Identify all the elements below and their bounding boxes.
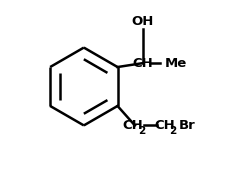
Text: Me: Me xyxy=(164,57,187,70)
Text: OH: OH xyxy=(131,15,154,28)
Text: CH: CH xyxy=(132,57,153,70)
Text: CH: CH xyxy=(123,119,143,132)
Text: CH: CH xyxy=(154,119,175,132)
Text: 2: 2 xyxy=(169,126,176,136)
Text: Br: Br xyxy=(179,119,196,132)
Text: 2: 2 xyxy=(138,126,145,136)
